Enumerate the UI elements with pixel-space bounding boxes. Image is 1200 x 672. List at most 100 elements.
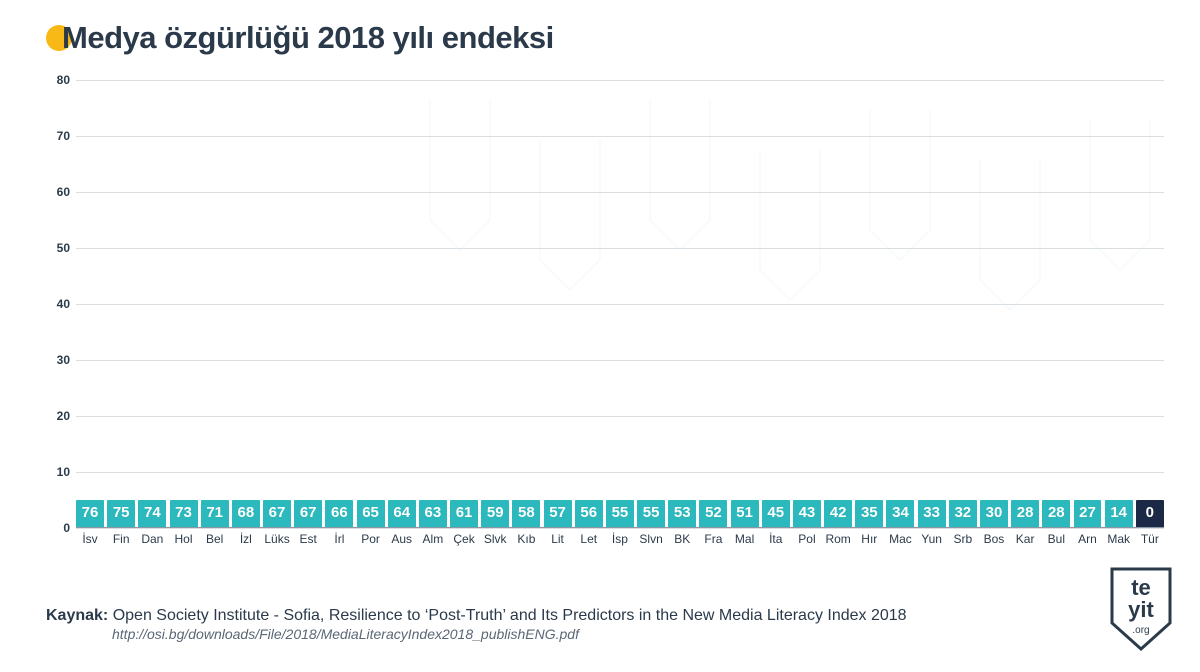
x-tick-label: Mal	[731, 528, 759, 550]
bar-slot: 28	[1042, 500, 1070, 528]
x-tick-label: Hol	[170, 528, 198, 550]
x-tick-label: Hır	[855, 528, 883, 550]
x-tick-label: Rom	[824, 528, 852, 550]
x-tick-label: Dan	[138, 528, 166, 550]
bar-value-label: 76	[76, 504, 104, 521]
bar-slot: 30	[980, 500, 1008, 528]
bar-value-label: 59	[481, 504, 509, 521]
source-text: Open Society Institute - Sofia, Resilien…	[113, 607, 907, 624]
bar-slot: 67	[263, 500, 291, 528]
bar: 14	[1105, 500, 1133, 528]
x-tick-label: Por	[357, 528, 385, 550]
bar-value-label: 51	[731, 504, 759, 521]
x-tick-label: İsv	[76, 528, 104, 550]
bar-slot: 65	[357, 500, 385, 528]
bar-slot: 67	[294, 500, 322, 528]
x-tick-label: Let	[575, 528, 603, 550]
bar-slot: 73	[170, 500, 198, 528]
plot-area: 7675747371686767666564636159585756555553…	[76, 80, 1164, 528]
bar: 42	[824, 500, 852, 528]
bar-slot: 35	[855, 500, 883, 528]
bar: 56	[575, 500, 603, 528]
bar-value-label: 57	[544, 504, 572, 521]
bar: 32	[949, 500, 977, 528]
x-tick-label: Mak	[1105, 528, 1133, 550]
x-tick-label: Lit	[544, 528, 572, 550]
bar-slot: 56	[575, 500, 603, 528]
bar: 76	[76, 500, 104, 528]
bar-slot: 76	[76, 500, 104, 528]
bar: 43	[793, 500, 821, 528]
gridline	[76, 472, 1164, 473]
source-url: http://osi.bg/downloads/File/2018/MediaL…	[46, 626, 1080, 642]
bar: 28	[1011, 500, 1039, 528]
bar-slot: 27	[1074, 500, 1102, 528]
bar-value-label: 67	[263, 504, 291, 521]
x-tick-label: İsp	[606, 528, 634, 550]
bar: 64	[388, 500, 416, 528]
bar: 51	[731, 500, 759, 528]
bar: 74	[138, 500, 166, 528]
y-tick-label: 40	[57, 297, 76, 311]
x-tick-label: İta	[762, 528, 790, 550]
bar-value-label: 55	[606, 504, 634, 521]
x-tick-label: Bos	[980, 528, 1008, 550]
y-tick-label: 30	[57, 353, 76, 367]
bar-slot: 51	[731, 500, 759, 528]
chart-title-wrap: Medya özgürlüğü 2018 yılı endeksi	[46, 20, 554, 56]
bar-slot: 14	[1105, 500, 1133, 528]
gridline	[76, 360, 1164, 361]
bar-slot: 55	[637, 500, 665, 528]
bar-slot: 55	[606, 500, 634, 528]
y-tick-label: 50	[57, 241, 76, 255]
bar-slot: 75	[107, 500, 135, 528]
bar: 63	[419, 500, 447, 528]
bar: 34	[886, 500, 914, 528]
bar: 75	[107, 500, 135, 528]
bar-slot: 68	[232, 500, 260, 528]
bar-slot: 64	[388, 500, 416, 528]
x-tick-label: Alm	[419, 528, 447, 550]
bar-slot: 43	[793, 500, 821, 528]
bar-value-label: 52	[699, 504, 727, 521]
gridline	[76, 416, 1164, 417]
bar-value-label: 43	[793, 504, 821, 521]
bar-slot: 53	[668, 500, 696, 528]
bar-value-label: 35	[855, 504, 883, 521]
bar-value-label: 34	[886, 504, 914, 521]
x-tick-label: Mac	[886, 528, 914, 550]
bar-slot: 59	[481, 500, 509, 528]
bar-slot: 34	[886, 500, 914, 528]
bar: 45	[762, 500, 790, 528]
x-tick-label: Slvn	[637, 528, 665, 550]
source-label: Kaynak:	[46, 607, 108, 624]
bar-value-label: 14	[1105, 504, 1133, 521]
y-tick-label: 20	[57, 409, 76, 423]
bar: 35	[855, 500, 883, 528]
x-tick-label: Fra	[699, 528, 727, 550]
bar: 73	[170, 500, 198, 528]
teyit-logo: te yit .org	[1106, 565, 1176, 658]
bar: 27	[1074, 500, 1102, 528]
bar: 55	[637, 500, 665, 528]
bar: 30	[980, 500, 1008, 528]
gridline	[76, 192, 1164, 193]
bar: 58	[512, 500, 540, 528]
bar-slot: 32	[949, 500, 977, 528]
bar-value-label: 65	[357, 504, 385, 521]
bar-value-label: 61	[450, 504, 478, 521]
bar: 65	[357, 500, 385, 528]
gridline	[76, 304, 1164, 305]
bar-value-label: 58	[512, 504, 540, 521]
x-tick-label: Slvk	[481, 528, 509, 550]
x-tick-label: Lüks	[263, 528, 291, 550]
bar-slot: 61	[450, 500, 478, 528]
bar-slot: 71	[201, 500, 229, 528]
x-tick-label: Bel	[201, 528, 229, 550]
bar-value-label: 27	[1074, 504, 1102, 521]
bar: 61	[450, 500, 478, 528]
x-tick-label: Fin	[107, 528, 135, 550]
bar-slot: 57	[544, 500, 572, 528]
bar-value-label: 71	[201, 504, 229, 521]
x-tick-label: İzl	[232, 528, 260, 550]
